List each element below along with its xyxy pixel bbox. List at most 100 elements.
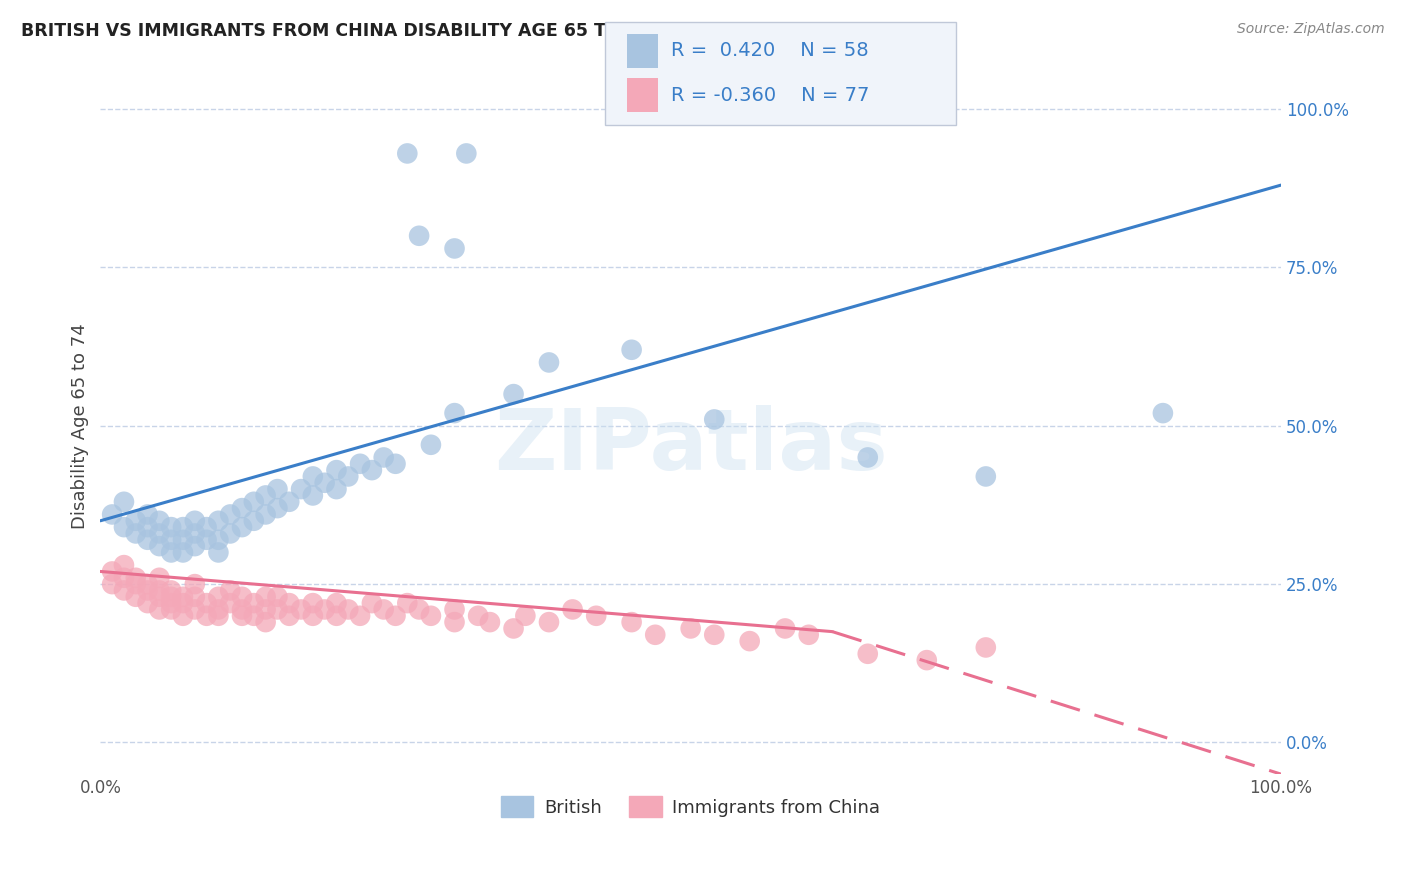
- Point: [644, 628, 666, 642]
- Point: [112, 520, 135, 534]
- Point: [325, 608, 347, 623]
- Point: [703, 412, 725, 426]
- Point: [231, 590, 253, 604]
- Point: [136, 596, 159, 610]
- Y-axis label: Disability Age 65 to 74: Disability Age 65 to 74: [72, 323, 89, 529]
- Point: [125, 526, 148, 541]
- Point: [467, 608, 489, 623]
- Point: [797, 628, 820, 642]
- Point: [361, 596, 384, 610]
- Point: [325, 596, 347, 610]
- Text: R = -0.360    N = 77: R = -0.360 N = 77: [671, 86, 869, 104]
- Point: [125, 577, 148, 591]
- Point: [172, 590, 194, 604]
- Point: [184, 539, 207, 553]
- Point: [207, 602, 229, 616]
- Point: [856, 647, 879, 661]
- Text: BRITISH VS IMMIGRANTS FROM CHINA DISABILITY AGE 65 TO 74 CORRELATION CHART: BRITISH VS IMMIGRANTS FROM CHINA DISABIL…: [21, 22, 866, 40]
- Point: [396, 596, 419, 610]
- Point: [302, 488, 325, 502]
- Point: [148, 514, 170, 528]
- Point: [443, 615, 465, 629]
- Point: [302, 596, 325, 610]
- Point: [125, 571, 148, 585]
- Point: [585, 608, 607, 623]
- Point: [384, 457, 406, 471]
- Point: [502, 622, 524, 636]
- Point: [278, 596, 301, 610]
- Point: [243, 495, 266, 509]
- Legend: British, Immigrants from China: British, Immigrants from China: [494, 789, 887, 824]
- Point: [443, 242, 465, 256]
- Point: [325, 463, 347, 477]
- Point: [160, 520, 183, 534]
- Point: [207, 590, 229, 604]
- Point: [148, 602, 170, 616]
- Point: [314, 475, 336, 490]
- Point: [266, 590, 288, 604]
- Point: [373, 450, 395, 465]
- Point: [703, 628, 725, 642]
- Point: [184, 577, 207, 591]
- Point: [419, 438, 441, 452]
- Point: [219, 583, 242, 598]
- Point: [515, 608, 537, 623]
- Point: [101, 565, 124, 579]
- Point: [408, 602, 430, 616]
- Point: [396, 146, 419, 161]
- Point: [184, 514, 207, 528]
- Point: [125, 590, 148, 604]
- Point: [302, 469, 325, 483]
- Point: [101, 577, 124, 591]
- Point: [478, 615, 501, 629]
- Point: [172, 520, 194, 534]
- Point: [112, 558, 135, 573]
- Point: [195, 520, 218, 534]
- Point: [136, 533, 159, 547]
- Point: [266, 602, 288, 616]
- Text: ZIPatlas: ZIPatlas: [494, 405, 887, 488]
- Point: [337, 602, 360, 616]
- Point: [1152, 406, 1174, 420]
- Point: [620, 343, 643, 357]
- Point: [148, 590, 170, 604]
- Point: [290, 602, 312, 616]
- Point: [384, 608, 406, 623]
- Point: [160, 583, 183, 598]
- Point: [243, 608, 266, 623]
- Point: [172, 608, 194, 623]
- Point: [443, 406, 465, 420]
- Point: [243, 514, 266, 528]
- Point: [112, 571, 135, 585]
- Point: [443, 602, 465, 616]
- Point: [184, 590, 207, 604]
- Point: [349, 608, 371, 623]
- Point: [337, 469, 360, 483]
- Point: [254, 488, 277, 502]
- Point: [254, 590, 277, 604]
- Point: [207, 533, 229, 547]
- Point: [325, 482, 347, 496]
- Point: [172, 533, 194, 547]
- Point: [160, 596, 183, 610]
- Point: [254, 615, 277, 629]
- Point: [419, 608, 441, 623]
- Point: [915, 653, 938, 667]
- Point: [349, 457, 371, 471]
- Point: [679, 622, 702, 636]
- Point: [278, 495, 301, 509]
- Text: R =  0.420    N = 58: R = 0.420 N = 58: [671, 41, 869, 60]
- Point: [184, 526, 207, 541]
- Point: [408, 228, 430, 243]
- Point: [456, 146, 478, 161]
- Point: [148, 571, 170, 585]
- Point: [207, 608, 229, 623]
- Point: [290, 482, 312, 496]
- Point: [361, 463, 384, 477]
- Point: [561, 602, 583, 616]
- Point: [243, 596, 266, 610]
- Point: [231, 520, 253, 534]
- Point: [148, 583, 170, 598]
- Point: [101, 508, 124, 522]
- Point: [125, 514, 148, 528]
